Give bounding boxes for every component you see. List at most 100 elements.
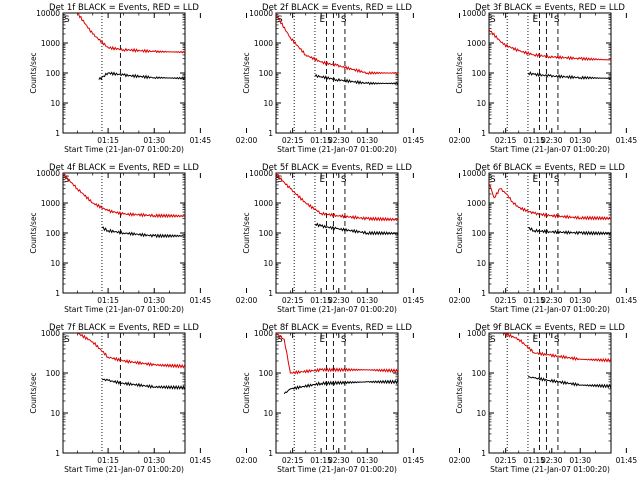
x-tick-label: 01:45 <box>403 456 425 465</box>
lld-series-line <box>489 181 611 221</box>
y-tick-label: 10 <box>476 99 486 108</box>
y-tick-label: 1000 <box>467 39 486 48</box>
plot-frame <box>62 332 186 454</box>
chart-title: Det 7f BLACK = Events, RED = LLD <box>49 323 199 333</box>
chart-panel-2: Det 2f BLACK = Events, RED = LLD11010010… <box>242 3 563 154</box>
start-marker-label: S <box>554 15 560 25</box>
y-tick-label: 1000 <box>254 199 273 208</box>
x-tick-label: 01:30 <box>569 136 591 145</box>
lld-series-line <box>77 333 185 369</box>
x-tick-label: 01:30 <box>569 456 591 465</box>
start-marker-label: S <box>490 175 496 185</box>
start-marker-label: S <box>341 335 347 345</box>
y-tick-label: 1000 <box>41 39 60 48</box>
x-tick-label: 02:30 <box>328 456 350 465</box>
x-tick-label: 01:30 <box>569 296 591 305</box>
x-tick-label: 02:15 <box>282 296 304 305</box>
start-marker-label: S <box>64 15 70 25</box>
events-series-line <box>283 379 398 395</box>
end-marker-label: E <box>319 175 325 185</box>
start-marker-label: S <box>554 335 560 345</box>
x-tick-label: 01:15 <box>97 136 119 145</box>
y-axis-label: Counts/sec <box>242 212 251 253</box>
x-tick-label: 01:45 <box>403 296 425 305</box>
y-axis-label: Counts/sec <box>29 212 38 253</box>
x-tick-label: 01:30 <box>356 296 378 305</box>
x-axis-label: Start Time (21-Jan-07 01:00:20) <box>490 305 610 314</box>
end-marker-label: E <box>319 15 325 25</box>
x-tick-label: 01:30 <box>356 136 378 145</box>
y-axis-label: Counts/sec <box>455 372 464 413</box>
x-axis-label: Start Time (21-Jan-07 01:00:20) <box>64 305 184 314</box>
y-tick-label: 10 <box>50 99 60 108</box>
y-tick-label: 1 <box>55 449 60 458</box>
y-tick-label: 1000 <box>467 329 486 338</box>
x-tick-label: 01:15 <box>97 456 119 465</box>
y-tick-label: 1000 <box>467 199 486 208</box>
chart-panel-9: Det 9f BLACK = Events, RED = LLD 1 10 100 10… <box>455 323 637 474</box>
y-tick-label: 100 <box>472 369 487 378</box>
x-tick-label: 01:15 <box>310 296 332 305</box>
chart-title: Det 4f BLACK = Events, RED = LLD <box>49 163 199 173</box>
x-tick-label: 02:00 <box>449 456 471 465</box>
start-marker-label: S <box>277 335 283 345</box>
x-tick-label: 01:15 <box>310 136 332 145</box>
x-axis-label: Start Time (21-Jan-07 01:00:20) <box>64 145 184 154</box>
events-series-line <box>101 226 185 239</box>
y-axis-label: Counts/sec <box>242 372 251 413</box>
x-tick-label: 01:45 <box>190 136 212 145</box>
y-tick-label: 100 <box>472 229 487 238</box>
plot-frame <box>62 12 186 134</box>
x-tick-label: 02:00 <box>449 296 471 305</box>
chart-title: Det 6f BLACK = Events, RED = LLD <box>475 163 625 173</box>
x-tick-label: 01:15 <box>97 296 119 305</box>
end-marker-label: E <box>319 335 325 345</box>
lld-series-line <box>276 13 398 75</box>
y-tick-label: 10 <box>50 259 60 268</box>
y-tick-label: 1000 <box>254 39 273 48</box>
x-tick-label: 01:15 <box>523 296 545 305</box>
y-tick-label: 10000 <box>36 169 60 178</box>
y-tick-label: 1000 <box>254 329 273 338</box>
x-tick-label: 02:30 <box>328 296 350 305</box>
chart-panel-5: Det 5f BLACK = Events, RED = LLD11010010… <box>242 163 563 314</box>
y-tick-label: 1 <box>55 129 60 138</box>
y-tick-label: 100 <box>259 369 274 378</box>
events-series-line <box>101 378 185 391</box>
y-tick-label: 1 <box>268 449 273 458</box>
x-axis-label: Start Time (21-Jan-07 01:00:20) <box>277 145 397 154</box>
x-tick-label: 01:30 <box>143 136 165 145</box>
start-marker-label: S <box>64 175 70 185</box>
x-tick-label: 01:45 <box>616 296 638 305</box>
start-marker-label: S <box>277 175 283 185</box>
start-marker-label: S <box>341 15 347 25</box>
chart-title: Det 9f BLACK = Events, RED = LLD <box>475 323 625 333</box>
y-tick-label: 100 <box>46 229 61 238</box>
y-tick-label: 100 <box>46 369 61 378</box>
x-tick-label: 01:15 <box>310 456 332 465</box>
y-tick-label: 100 <box>472 69 487 78</box>
y-tick-label: 1 <box>268 289 273 298</box>
chart-title: Det 3f BLACK = Events, RED = LLD <box>475 3 625 13</box>
end-marker-label: E <box>532 335 538 345</box>
x-tick-label: 01:15 <box>523 136 545 145</box>
y-tick-label: 1 <box>268 129 273 138</box>
y-tick-label: 10 <box>263 409 273 418</box>
events-series-line <box>314 73 398 86</box>
chart-panel-6: Det 6f BLACK = Events, RED = LLD 1 10 100 10… <box>455 163 638 314</box>
x-tick-label: 01:45 <box>403 136 425 145</box>
y-tick-label: 100 <box>259 69 274 78</box>
chart-panel-1: Det 1f BLACK = Events, RED = LLD11010010… <box>29 3 350 154</box>
end-marker-label: E <box>532 15 538 25</box>
y-tick-label: 10 <box>476 259 486 268</box>
y-axis-label: Counts/sec <box>29 372 38 413</box>
events-series-line <box>527 226 611 236</box>
y-axis-label: Counts/sec <box>29 52 38 93</box>
x-tick-label: 02:15 <box>282 136 304 145</box>
start-marker-label: S <box>341 175 347 185</box>
chart-panel-8: Det 8f BLACK = Events, RED = LLD11010010… <box>242 323 563 474</box>
x-tick-label: 02:30 <box>541 136 563 145</box>
x-tick-label: 02:00 <box>236 136 258 145</box>
x-tick-label: 02:15 <box>495 136 517 145</box>
